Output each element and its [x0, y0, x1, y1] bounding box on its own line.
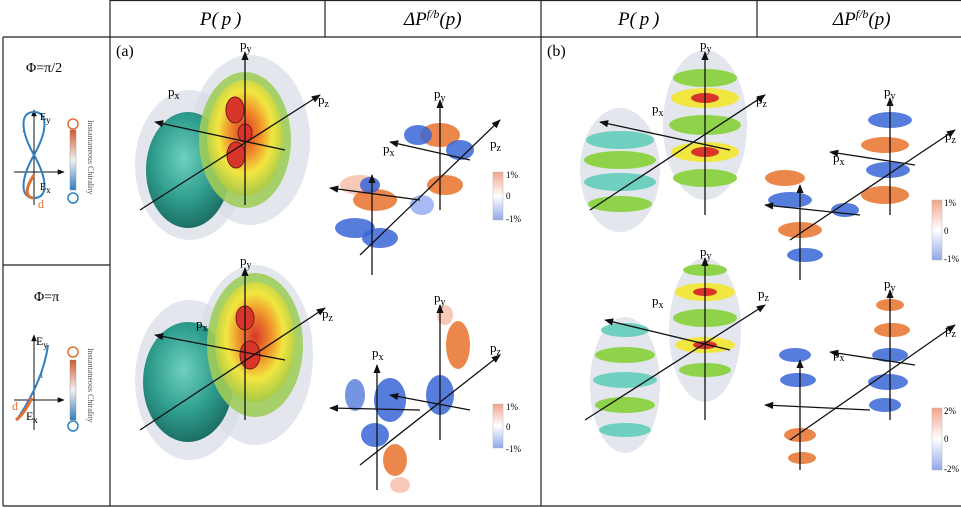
svg-text:d: d	[12, 399, 18, 413]
svg-text:0: 0	[506, 422, 511, 432]
svg-text:px: px	[383, 141, 395, 159]
phi-label: Φ=π	[34, 290, 59, 305]
header-dp-a: ΔPf/b(p)	[403, 7, 462, 30]
svg-text:py: py	[700, 37, 712, 55]
axes-b-bottom-p	[584, 257, 766, 421]
axes-b-bottom-dp	[764, 289, 956, 470]
axes-b-top-dp	[764, 97, 956, 280]
axes-a-bottom-dp	[329, 304, 501, 490]
svg-text:-1%: -1%	[506, 214, 521, 224]
svg-text:d: d	[38, 197, 44, 211]
header-p-a: P( p )	[199, 9, 241, 30]
panel-tag-b: (b)	[547, 43, 566, 60]
plot-a-bottom-asymmetry	[345, 305, 470, 493]
cw-icon	[67, 420, 79, 432]
svg-text:py: py	[240, 253, 252, 271]
svg-text:py: py	[240, 37, 252, 55]
svg-text:-1%: -1%	[506, 444, 521, 454]
row-label-top: Φ=π/2 Ey Ex i d Instantaneous Chirality	[14, 61, 95, 211]
axes-a-top-dp	[329, 99, 501, 275]
svg-text:pz: pz	[490, 340, 502, 358]
svg-text:Ex: Ex	[40, 182, 51, 195]
svg-text:pz: pz	[756, 92, 768, 110]
plot-b-bottom-distribution	[590, 258, 741, 453]
svg-text:py: py	[700, 244, 712, 262]
colorbar-b-top: 1% 0 -1%	[931, 198, 959, 264]
svg-text:py: py	[434, 290, 446, 308]
svg-text:1%: 1%	[506, 402, 519, 412]
svg-text:-1%: -1%	[944, 254, 959, 264]
svg-text:i: i	[40, 367, 44, 381]
axes-a-bottom-p	[139, 267, 326, 431]
svg-text:Instantaneous Chirality: Instantaneous Chirality	[86, 120, 95, 194]
svg-text:px: px	[652, 101, 664, 119]
svg-text:pz: pz	[945, 128, 957, 146]
svg-text:Ex: Ex	[26, 409, 38, 425]
svg-text:pz: pz	[322, 306, 334, 324]
svg-text:py: py	[884, 276, 896, 294]
svg-text:py: py	[434, 86, 446, 104]
svg-text:py: py	[884, 84, 896, 102]
colorbar-b-bottom: 2% 0 -2%	[931, 406, 959, 474]
svg-text:-2%: -2%	[944, 464, 959, 474]
figure-eight-curve	[22, 110, 46, 200]
axes-b-top-p	[589, 51, 766, 215]
plot-b-top-distribution	[580, 50, 747, 232]
svg-text:2%: 2%	[944, 406, 957, 416]
svg-text:0: 0	[506, 191, 511, 201]
svg-text:px: px	[196, 316, 208, 334]
plot-a-top-asymmetry	[335, 123, 474, 248]
plot-a-top-distribution	[135, 55, 310, 240]
phi-label: Φ=π/2	[26, 61, 62, 76]
axes-a-top-p	[139, 51, 321, 211]
svg-text:Instantaneous Chirality: Instantaneous Chirality	[86, 348, 95, 422]
colorbar-a-top: 1% 0 -1%	[492, 170, 521, 224]
ccw-icon	[67, 346, 79, 358]
svg-text:px: px	[833, 346, 845, 364]
colorbar-a-bottom: 1% 0 -1%	[492, 402, 521, 454]
svg-text:px: px	[652, 293, 664, 311]
svg-text:1%: 1%	[506, 170, 519, 180]
svg-text:pz: pz	[945, 322, 957, 340]
cw-icon	[67, 192, 79, 204]
svg-text:0: 0	[944, 434, 949, 444]
panel-tag-a: (a)	[116, 43, 134, 60]
svg-text:pz: pz	[758, 286, 770, 304]
header-p-b: P( p )	[617, 9, 659, 30]
svg-text:px: px	[833, 150, 845, 168]
arc-curve	[17, 344, 49, 419]
svg-text:Ey: Ey	[36, 334, 48, 350]
svg-text:px: px	[372, 345, 384, 363]
header-dp-b: ΔPf/b(p)	[832, 7, 891, 30]
row-label-bottom: Φ=π Ey Ex i d Instantaneous Chirality	[12, 290, 95, 432]
chirality-colorbar	[69, 129, 77, 191]
svg-text:Ey: Ey	[40, 112, 51, 125]
column-headers: P( p ) ΔPf/b(p) P( p ) ΔPf/b(p)	[199, 7, 891, 30]
svg-text:1%: 1%	[944, 198, 957, 208]
svg-text:i: i	[22, 121, 26, 135]
chirality-colorbar	[69, 359, 77, 421]
plot-a-bottom-distribution	[135, 265, 313, 460]
ccw-icon	[67, 118, 79, 130]
svg-text:0: 0	[944, 226, 949, 236]
svg-text:pz: pz	[490, 136, 502, 154]
svg-text:px: px	[168, 84, 180, 102]
svg-text:pz: pz	[318, 92, 330, 110]
